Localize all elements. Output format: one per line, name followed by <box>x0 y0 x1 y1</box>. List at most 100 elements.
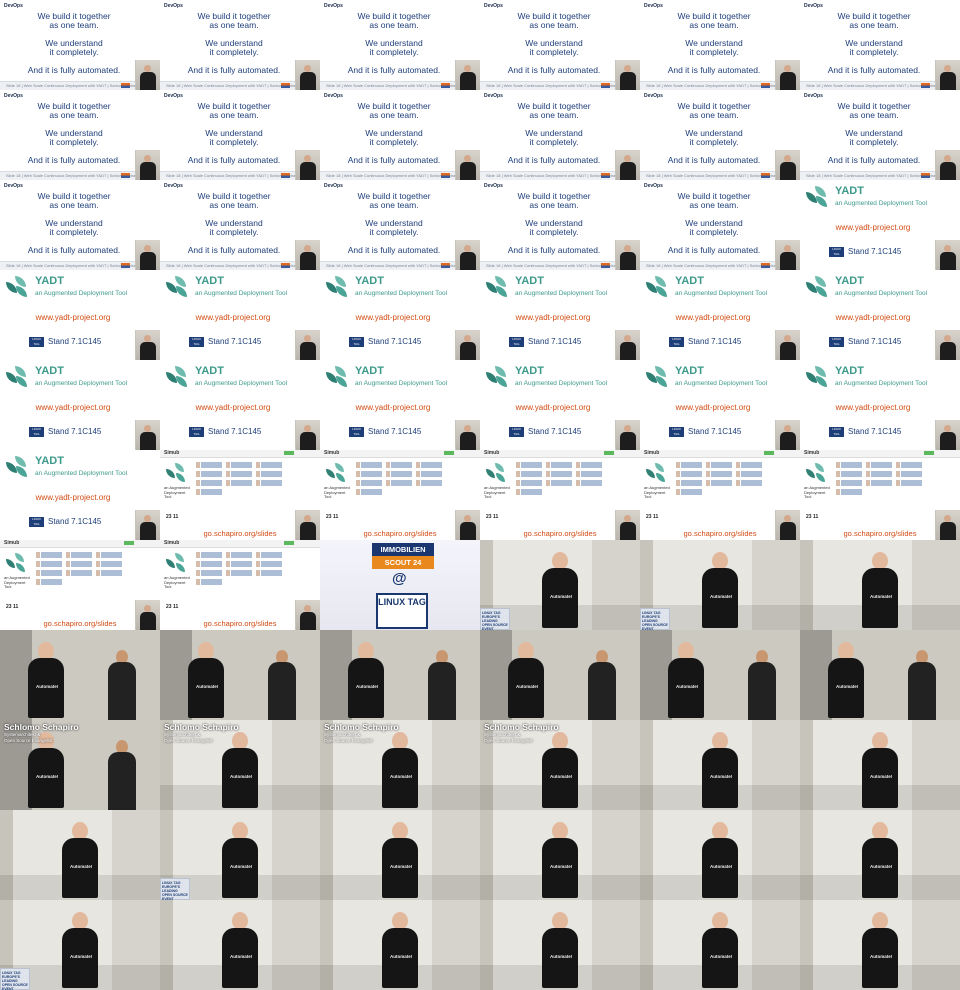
slide-line: We understand <box>525 38 583 48</box>
speaker-torso: Automate! <box>188 658 224 718</box>
thumbnail-cell[interactable]: Automate! <box>640 900 800 990</box>
thumbnail-cell[interactable]: YADT an Augmented Deployment Tool www.ya… <box>160 270 320 360</box>
presenter-thumbnail <box>935 150 960 180</box>
thumbnail-cell[interactable]: YADT an Augmented Deployment Tool www.ya… <box>800 180 960 270</box>
thumbnail-cell[interactable]: YADT an Augmented Deployment Tool www.ya… <box>320 270 480 360</box>
thumbnail-cell[interactable]: Automate! <box>0 630 160 720</box>
slide-footer-text: Slide 18 | Web Scale Continuous Deployme… <box>806 83 943 88</box>
yadt-url: www.yadt-project.org <box>35 313 111 322</box>
screenshot-caption: an Augmented Deployment Tool <box>324 485 350 499</box>
thumbnail-cell[interactable]: DevOps We build it together as one team.… <box>320 0 480 90</box>
presenter-head-icon <box>144 605 151 612</box>
speaker-torso: Automate! <box>702 568 738 628</box>
thumbnail-cell[interactable]: Automate! <box>320 900 480 990</box>
thumbnail-cell[interactable]: YADT an Augmented Deployment Tool www.ya… <box>0 450 160 540</box>
yadt-name: YADT <box>35 275 64 287</box>
footer-logo-icon <box>281 173 290 178</box>
thumbnail-cell[interactable]: Automate! <box>640 630 800 720</box>
thumbnail-cell[interactable]: Automate! <box>480 630 640 720</box>
thumbnail-cell[interactable]: DevOps We build it together as one team.… <box>480 0 640 90</box>
lectern-banner: LINUX TAG EUROPE'S LEADING OPEN SOURCE E… <box>482 611 508 630</box>
thumbnail-cell[interactable]: Automate! LINUX TAG EUROPE'S LEADING OPE… <box>480 540 640 630</box>
thumbnail-cell[interactable]: YADT an Augmented Deployment Tool www.ya… <box>0 360 160 450</box>
thumbnail-cell[interactable]: YADT an Augmented Deployment Tool www.ya… <box>320 360 480 450</box>
thumbnail-cell[interactable]: Automate! Schlomo Schapiro Systemarchitek… <box>0 720 160 810</box>
thumbnail-cell[interactable]: Automate! <box>800 630 960 720</box>
thumbnail-cell[interactable]: Automate! <box>640 720 800 810</box>
app-brand: Simub <box>644 450 660 456</box>
thumbnail-cell[interactable]: Simub an Augmented Deployment Tool 23 11… <box>480 450 640 540</box>
yadt-slide: YADT an Augmented Deployment Tool www.ya… <box>320 270 480 360</box>
speaker-role: Open Source Evangelist <box>164 738 213 743</box>
presenter-head-icon <box>624 335 631 342</box>
thumbnail-cell[interactable]: Automate! <box>800 900 960 990</box>
thumbnail-cell[interactable]: Automate! <box>0 810 160 900</box>
yadt-url: www.yadt-project.org <box>835 223 911 232</box>
thumbnail-cell[interactable]: Automate! <box>480 900 640 990</box>
yadt-logo-icon <box>806 186 828 208</box>
presenter-thumbnail <box>935 420 960 450</box>
thumbnail-cell[interactable]: YADT an Augmented Deployment Tool www.ya… <box>0 270 160 360</box>
thumbnail-cell[interactable]: Automate! <box>160 900 320 990</box>
thumbnail-cell[interactable]: Simub an Augmented Deployment Tool 23 11… <box>160 450 320 540</box>
slide-footer: Slide 18 | Web Scale Continuous Deployme… <box>480 81 640 90</box>
thumbnail-cell[interactable]: DevOps We build it together as one team.… <box>320 180 480 270</box>
thumbnail-cell[interactable]: DevOps We build it together as one team.… <box>800 0 960 90</box>
thumbnail-cell[interactable]: Automate! LINUX TAG EUROPE'S LEADING OPE… <box>640 540 800 630</box>
thumbnail-cell[interactable]: DevOps We build it together as one team.… <box>160 90 320 180</box>
thumbnail-cell[interactable]: DevOps We build it together as one team.… <box>480 90 640 180</box>
presenter-thumbnail <box>295 150 320 180</box>
thumbnail-cell[interactable]: YADT an Augmented Deployment Tool www.ya… <box>480 270 640 360</box>
thumbnail-cell[interactable]: Simub an Augmented Deployment Tool 23 11… <box>320 450 480 540</box>
second-speaker-torso <box>268 662 296 720</box>
thumbnail-cell[interactable]: DevOps We build it together as one team.… <box>0 90 160 180</box>
speaker-torso: Automate! <box>382 928 418 988</box>
thumbnail-cell[interactable]: DevOps We build it together as one team.… <box>0 0 160 90</box>
thumbnail-cell[interactable]: YADT an Augmented Deployment Tool www.ya… <box>640 270 800 360</box>
thumbnail-cell[interactable]: Simub an Augmented Deployment Tool 23 11… <box>0 540 160 630</box>
presenter-body-icon <box>620 252 636 270</box>
thumbnail-cell[interactable]: Automate! LINUX TAG EUROPE'S LEADING OPE… <box>0 900 160 990</box>
thumbnail-cell[interactable]: Automate! Schlomo Schapiro Systemarchitek… <box>320 720 480 810</box>
thumbnail-cell[interactable]: Automate! <box>640 810 800 900</box>
thumbnail-cell[interactable]: Automate! <box>800 810 960 900</box>
yadt-url: www.yadt-project.org <box>515 403 591 412</box>
thumbnail-cell[interactable]: Automate! Schlomo Schapiro Systemarchitek… <box>160 720 320 810</box>
thumbnail-cell[interactable]: DevOps We build it together as one team.… <box>640 90 800 180</box>
thumbnail-cell[interactable]: Automate! Schlomo Schapiro Systemarchitek… <box>480 720 640 810</box>
thumbnail-cell[interactable]: Automate! LINUX TAG EUROPE'S LEADING OPE… <box>160 810 320 900</box>
thumbnail-cell[interactable]: YADT an Augmented Deployment Tool www.ya… <box>160 360 320 450</box>
thumbnail-cell[interactable]: DevOps We build it together as one team.… <box>160 180 320 270</box>
slide-footer-text: Slide 18 | Web Scale Continuous Deployme… <box>166 173 303 178</box>
second-speaker-head-icon <box>596 650 608 664</box>
slide-tag: DevOps <box>4 183 23 189</box>
thumbnail-cell[interactable]: YADT an Augmented Deployment Tool www.ya… <box>800 360 960 450</box>
thumbnail-cell[interactable]: DevOps We build it together as one team.… <box>320 90 480 180</box>
thumbnail-cell[interactable]: Simub an Augmented Deployment Tool 23 11… <box>640 450 800 540</box>
shirt-print: Automate! <box>70 864 93 869</box>
slide-line: as one team. <box>49 200 99 210</box>
footer-logo-icon <box>761 173 770 178</box>
thumbnail-cell[interactable]: Automate! <box>800 540 960 630</box>
thumbnail-cell[interactable]: DevOps We build it together as one team.… <box>160 0 320 90</box>
thumbnail-cell[interactable]: Automate! <box>160 630 320 720</box>
thumbnail-cell[interactable]: Automate! <box>320 630 480 720</box>
thumbnail-cell[interactable]: Simub an Augmented Deployment Tool 23 11… <box>800 450 960 540</box>
thumbnail-cell[interactable]: DevOps We build it together as one team.… <box>640 0 800 90</box>
thumbnail-cell[interactable]: Automate! <box>480 810 640 900</box>
thumbnail-cell[interactable]: DevOps We build it together as one team.… <box>800 90 960 180</box>
lectern: LINUX TAG EUROPE'S LEADING OPEN SOURCE E… <box>480 608 510 630</box>
thumbnail-cell[interactable]: YADT an Augmented Deployment Tool www.ya… <box>800 270 960 360</box>
thumbnail-cell[interactable]: Automate! <box>800 720 960 810</box>
thumbnail-cell[interactable]: IMMOBILIEN SCOUT 24 @ LINUX TAG <box>320 540 480 630</box>
people-column <box>256 462 282 489</box>
thumbnail-cell[interactable]: YADT an Augmented Deployment Tool www.ya… <box>480 360 640 450</box>
presenter-head-icon <box>464 515 471 522</box>
thumbnail-cell[interactable]: YADT an Augmented Deployment Tool www.ya… <box>640 360 800 450</box>
thumbnail-cell[interactable]: Automate! <box>320 810 480 900</box>
thumbnail-cell[interactable]: DevOps We build it together as one team.… <box>480 180 640 270</box>
thumbnail-cell[interactable]: Simub an Augmented Deployment Tool 23 11… <box>160 540 320 630</box>
thumbnail-cell[interactable]: DevOps We build it together as one team.… <box>640 180 800 270</box>
thumbnail-cell[interactable]: DevOps We build it together as one team.… <box>0 180 160 270</box>
people-column <box>866 462 892 489</box>
